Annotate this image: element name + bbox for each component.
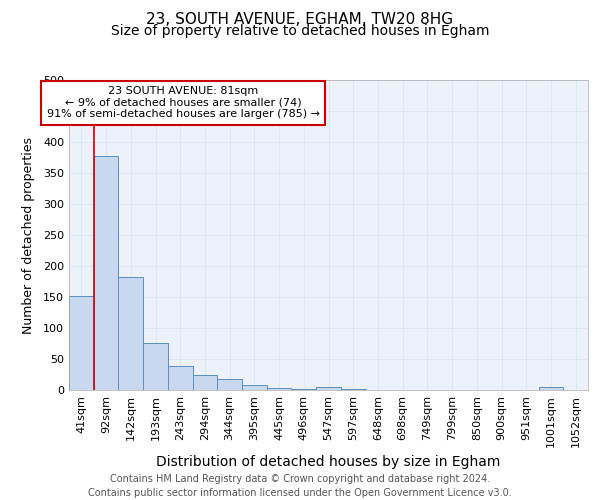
Bar [69,296,94,390]
Bar [217,380,242,390]
Bar [539,387,563,390]
Bar [316,387,341,390]
Bar [242,385,267,390]
Bar [118,276,143,390]
Bar [143,343,168,390]
Bar [94,156,118,390]
Text: 23, SOUTH AVENUE, EGHAM, TW20 8HG: 23, SOUTH AVENUE, EGHAM, TW20 8HG [146,12,454,28]
Bar [168,366,193,390]
Y-axis label: Number of detached properties: Number of detached properties [22,136,35,334]
Bar [193,374,217,390]
Text: 23 SOUTH AVENUE: 81sqm
← 9% of detached houses are smaller (74)
91% of semi-deta: 23 SOUTH AVENUE: 81sqm ← 9% of detached … [47,86,320,120]
X-axis label: Distribution of detached houses by size in Egham: Distribution of detached houses by size … [157,455,500,469]
Text: Size of property relative to detached houses in Egham: Size of property relative to detached ho… [111,24,489,38]
Text: Contains HM Land Registry data © Crown copyright and database right 2024.
Contai: Contains HM Land Registry data © Crown c… [88,474,512,498]
Bar [267,388,292,390]
